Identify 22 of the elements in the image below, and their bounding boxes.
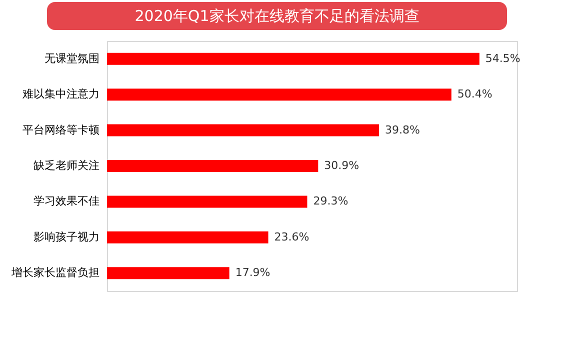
y-tick-label: 平台网络等卡顿 — [22, 123, 100, 136]
bar — [107, 88, 452, 101]
bar — [107, 52, 480, 65]
y-tick-label: 难以集中注意力 — [22, 88, 100, 101]
y-tick-label: 增长家长监督负担 — [10, 266, 100, 280]
bar — [107, 231, 268, 244]
data-label: 30.9% — [324, 159, 360, 172]
data-label: 39.8% — [384, 123, 420, 136]
bar — [107, 267, 230, 280]
bar — [107, 160, 318, 172]
y-tick-label: 影响孩子视力 — [34, 230, 100, 244]
bar — [107, 124, 379, 136]
y-tick-label: 学习效果不佳 — [34, 194, 100, 208]
chart-title: 2020年Q1家长对在线教育不足的看法调查 — [134, 7, 420, 25]
data-label: 17.9% — [235, 266, 270, 280]
data-label: 23.6% — [274, 230, 310, 244]
bar — [107, 196, 308, 208]
data-label: 54.5% — [485, 52, 520, 65]
data-label: 50.4% — [457, 88, 492, 101]
y-tick-label: 缺乏老师关注 — [34, 159, 100, 172]
data-label: 29.3% — [313, 194, 348, 208]
y-tick-label: 无课堂氛围 — [44, 52, 100, 65]
